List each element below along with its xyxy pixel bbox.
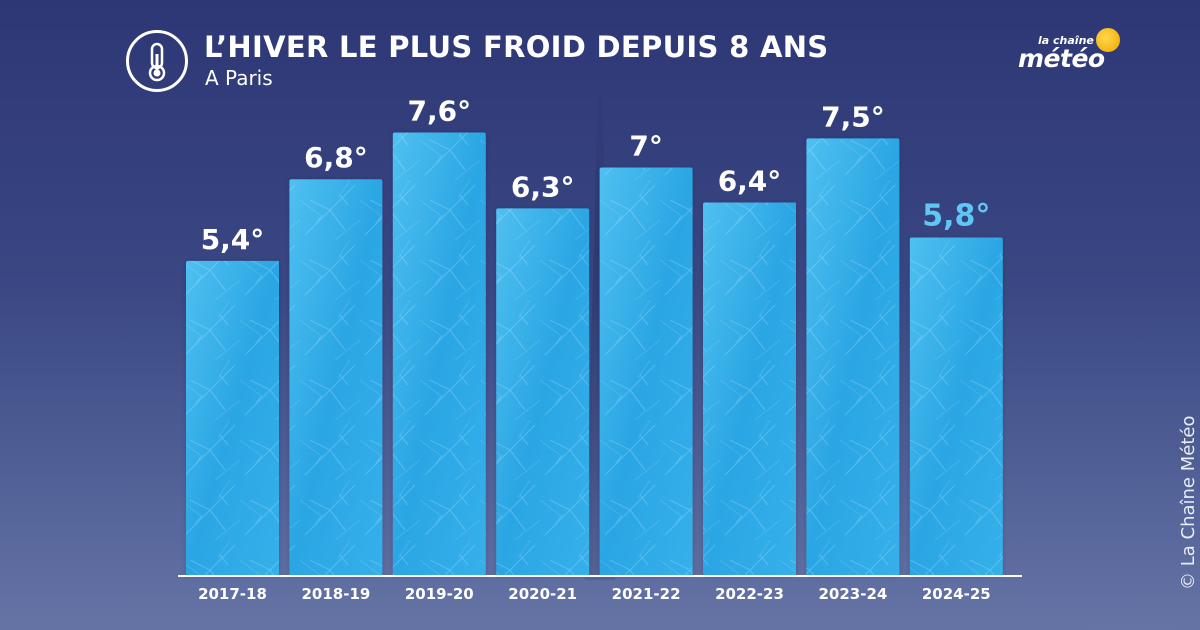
- bar-frost-texture: [806, 138, 900, 576]
- category-label-2023-24: 2023-24: [818, 585, 887, 603]
- value-label-2021-22: 7°: [629, 130, 662, 163]
- value-label-2022-23: 6,4°: [718, 165, 782, 198]
- value-label-2024-25: 5,8°: [922, 199, 990, 234]
- logo-top-text: la chaîne: [1038, 34, 1094, 47]
- chart-title: L’HIVER LE PLUS FROID DEPUIS 8 ANS: [204, 30, 829, 64]
- bar-frost-texture: [186, 260, 279, 576]
- value-label-2017-18: 5,4°: [201, 223, 265, 256]
- category-label-2022-23: 2022-23: [715, 585, 784, 603]
- bar-frost-texture: [599, 167, 693, 576]
- category-label-2017-18: 2017-18: [198, 585, 267, 603]
- value-label-2018-19: 6,8°: [304, 141, 368, 174]
- sun-icon: [1096, 28, 1120, 52]
- bar-frost-texture: [289, 179, 383, 576]
- chart-subtitle: A Paris: [205, 66, 273, 90]
- bar-frost-texture: [496, 208, 590, 576]
- value-label-2023-24: 7,5°: [821, 100, 885, 133]
- thermometer-icon: [126, 30, 188, 92]
- category-label-2019-20: 2019-20: [405, 585, 474, 603]
- category-label-2020-21: 2020-21: [508, 585, 577, 603]
- logo-main-text: météo: [1018, 44, 1105, 73]
- bar-frost-texture: [392, 132, 486, 577]
- category-label-2021-22: 2021-22: [612, 585, 681, 603]
- bar-frost-texture: [909, 237, 1003, 576]
- value-label-2020-21: 6,3°: [511, 170, 575, 203]
- category-label-2018-19: 2018-19: [301, 585, 370, 603]
- category-label-2024-25: 2024-25: [922, 585, 991, 603]
- copyright-text: © La Chaîne Météo: [1178, 415, 1199, 590]
- value-label-2019-20: 7,6°: [407, 95, 471, 128]
- la-chaine-meteo-logo: la chaîne météo: [1012, 28, 1124, 84]
- bar-frost-texture: [703, 202, 796, 576]
